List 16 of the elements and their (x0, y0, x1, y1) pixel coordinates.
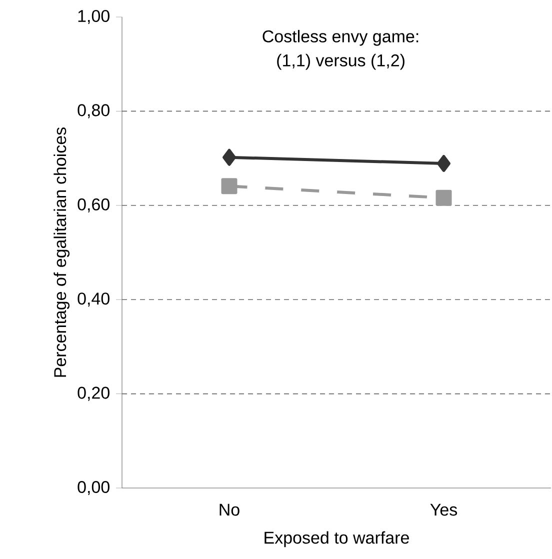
x-tick-label: Yes (430, 504, 458, 516)
point (222, 148, 236, 166)
x-tick-label: No (220, 504, 240, 516)
x-axis-title: Exposed to warfare (264, 531, 409, 548)
text: Costless envy game: (262, 30, 418, 46)
point (436, 190, 452, 206)
y-axis-title: Percentage of egalitarian choices (54, 127, 70, 377)
y-tick-label: 0,20 (78, 386, 110, 401)
point (437, 154, 451, 172)
y-tick-label: 0,00 (78, 480, 110, 496)
y-tick-label: 0,80 (78, 104, 110, 118)
y-tick-label: 0,40 (78, 292, 110, 307)
y-tick-label: 0,60 (78, 198, 110, 212)
point (221, 178, 238, 194)
text: (1,1) versus (1,2) (277, 54, 404, 70)
y-tick-label: 1,00 (78, 10, 110, 24)
